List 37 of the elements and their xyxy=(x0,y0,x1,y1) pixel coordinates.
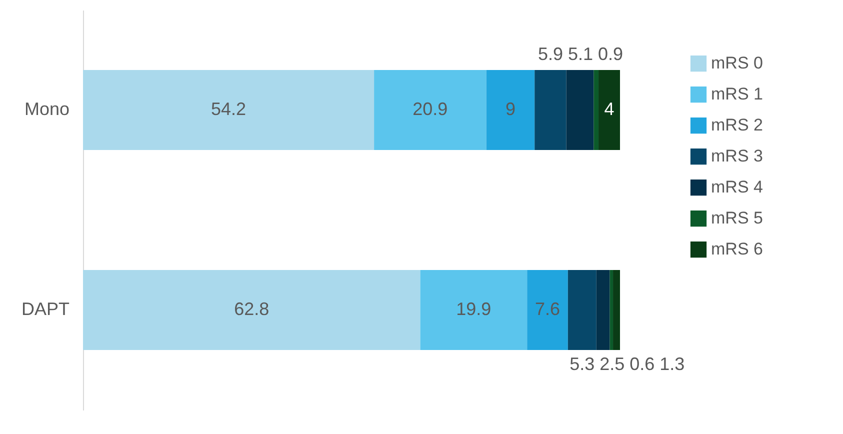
bar xyxy=(568,270,596,350)
legend-label: mRS 2 xyxy=(711,116,763,134)
legend-label: mRS 5 xyxy=(711,208,763,228)
data-label: 0.9 xyxy=(598,44,623,64)
bar xyxy=(420,270,528,350)
bar xyxy=(534,70,566,150)
bar xyxy=(598,70,620,150)
data-label: 7.6 xyxy=(534,299,560,319)
legend-label: mRS 4 xyxy=(711,178,763,196)
legend-label: mRS 1 xyxy=(711,84,763,104)
bar xyxy=(613,270,620,350)
bar xyxy=(610,270,614,350)
bar xyxy=(594,70,599,150)
data-label: 9 xyxy=(505,99,516,119)
y-tick-label: Mono xyxy=(24,99,70,119)
bar xyxy=(374,70,486,150)
data-label: 62.8 xyxy=(234,299,270,319)
y-tick-label: DAPT xyxy=(21,299,70,319)
data-label: 2.5 xyxy=(600,354,625,374)
bar xyxy=(83,270,420,350)
data-label: 1.3 xyxy=(660,354,685,374)
data-label: 4 xyxy=(604,99,614,119)
legend-label: mRS 0 xyxy=(711,54,763,72)
data-label: 5.1 xyxy=(568,44,593,64)
data-label: 19.9 xyxy=(456,299,492,319)
data-label: 5.9 xyxy=(538,44,563,64)
data-label: 20.9 xyxy=(412,99,448,119)
data-label: 0.6 xyxy=(630,354,655,374)
legend-label: mRS 6 xyxy=(711,240,763,258)
bar xyxy=(566,70,594,150)
legend-label: mRS 3 xyxy=(711,146,763,166)
bar xyxy=(486,70,535,150)
data-label: 5.3 xyxy=(570,354,595,374)
bar xyxy=(527,270,568,350)
bar xyxy=(596,270,610,350)
bar xyxy=(83,70,374,150)
data-label: 54.2 xyxy=(211,99,246,119)
